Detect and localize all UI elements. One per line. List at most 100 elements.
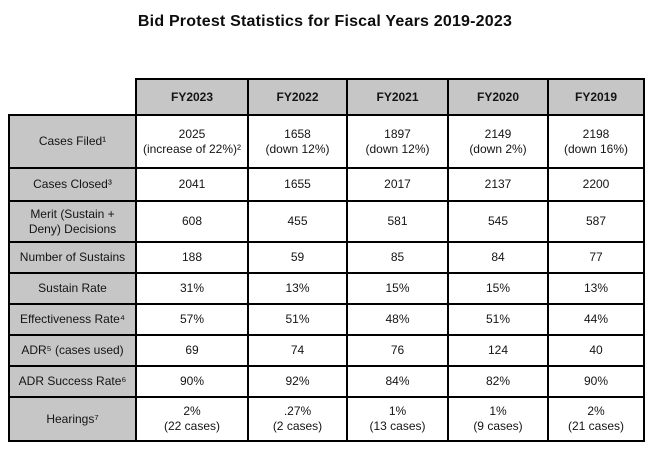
table-row-merit-decisions: Merit (Sustain + Deny) Decisions 608 455… xyxy=(8,200,645,243)
cell-value: 2017 xyxy=(384,177,411,191)
cell-value: 2198 xyxy=(582,126,610,141)
cell: 44% xyxy=(547,303,645,336)
cell: 581 xyxy=(346,200,449,243)
cell-value: 85 xyxy=(390,250,405,264)
page-title: Bid Protest Statistics for Fiscal Years … xyxy=(137,13,513,30)
cell: 1% (13 cases) xyxy=(346,396,449,442)
cell: 31% xyxy=(135,272,249,305)
cell: 2198 (down 16%) xyxy=(547,114,645,169)
cell-value: 82% xyxy=(485,374,511,388)
cell-value: 51% xyxy=(285,312,310,326)
cell: 1655 xyxy=(247,167,348,202)
cell: 2041 xyxy=(135,167,249,202)
cell: 2017 xyxy=(346,167,449,202)
cell: 2137 xyxy=(447,167,549,202)
cell: 51% xyxy=(247,303,348,336)
cell: 13% xyxy=(247,272,348,305)
cell: 15% xyxy=(346,272,449,305)
cell-value: 31% xyxy=(179,281,205,295)
cell-value: 48% xyxy=(385,312,410,326)
cell: 124 xyxy=(447,334,549,367)
cell: 455 xyxy=(247,200,348,243)
cell-value: 545 xyxy=(487,214,509,228)
cell: 2% (21 cases) xyxy=(547,396,645,442)
column-header-fy2019: FY2019 xyxy=(547,78,645,116)
cell: 13% xyxy=(547,272,645,305)
table-row-cases-closed: Cases Closed³ 2041 1655 2017 2137 2200 xyxy=(8,167,645,202)
cell-value: .27% xyxy=(283,404,312,418)
cell-value: 188 xyxy=(181,250,203,264)
row-label-adr-success-rate: ADR Success Rate⁶ xyxy=(8,365,137,398)
cell: 82% xyxy=(447,365,549,398)
cell: 48% xyxy=(346,303,449,336)
cell: 74 xyxy=(247,334,348,367)
cell-value: 1% xyxy=(388,404,407,418)
cell: 90% xyxy=(547,365,645,398)
cell-subtext: (9 cases) xyxy=(473,419,523,433)
cell: 84% xyxy=(346,365,449,398)
cell: 1% (9 cases) xyxy=(447,396,549,442)
cell: 608 xyxy=(135,200,249,243)
cell-value: 1655 xyxy=(284,177,311,191)
cell-value: 15% xyxy=(385,281,410,295)
cell-value: 581 xyxy=(387,214,408,228)
cell-subtext: (down 2%) xyxy=(469,141,527,156)
cell: 2025 (increase of 22%)² xyxy=(135,114,249,169)
cell: 84 xyxy=(447,241,549,274)
cell-value: 608 xyxy=(181,214,203,228)
cell: 1897 (down 12%) xyxy=(346,114,449,169)
table-row-sustain-rate: Sustain Rate 31% 13% 15% 15% 13% xyxy=(8,272,645,305)
cell-value: 44% xyxy=(583,312,609,326)
cell-value: 2025 xyxy=(178,126,206,141)
cell-subtext: (down 16%) xyxy=(563,141,629,156)
row-label-effectiveness-rate: Effectiveness Rate⁴ xyxy=(8,303,137,336)
row-label-merit-decisions: Merit (Sustain + Deny) Decisions xyxy=(8,200,137,243)
cell-value: 1658 xyxy=(284,126,311,141)
cell: 51% xyxy=(447,303,549,336)
cell-value: 40 xyxy=(589,343,603,357)
cell-value: 57% xyxy=(179,312,205,326)
cell: 15% xyxy=(447,272,549,305)
column-header-fy2020: FY2020 xyxy=(447,78,549,116)
cell: 59 xyxy=(247,241,348,274)
cell-value: 2041 xyxy=(178,177,206,191)
cell: 2% (22 cases) xyxy=(135,396,249,442)
cell-value: 2200 xyxy=(582,177,610,191)
cell-subtext: (22 cases) xyxy=(163,419,221,433)
cell: 69 xyxy=(135,334,249,367)
cell-subtext: (down 12%) xyxy=(265,141,330,156)
cell-value: 124 xyxy=(487,343,509,357)
cell: 2200 xyxy=(547,167,645,202)
cell-value: 455 xyxy=(287,214,308,228)
cell-value: 74 xyxy=(290,343,305,357)
table-row-adr-cases-used: ADR⁵ (cases used) 69 74 76 124 40 xyxy=(8,334,645,367)
cell: 40 xyxy=(547,334,645,367)
cell-value: 84% xyxy=(385,374,410,388)
row-label-sustain-rate: Sustain Rate xyxy=(8,272,137,305)
cell: 77 xyxy=(547,241,645,274)
cell: 2149 (down 2%) xyxy=(447,114,549,169)
cell: .27% (2 cases) xyxy=(247,396,348,442)
cell-subtext: (2 cases) xyxy=(272,419,323,433)
cell-value: 90% xyxy=(179,374,205,388)
cell-value: 84 xyxy=(491,250,505,264)
cell: 188 xyxy=(135,241,249,274)
cell-value: 51% xyxy=(485,312,511,326)
cell-value: 15% xyxy=(485,281,511,295)
cell-value: 90% xyxy=(583,374,609,388)
column-header-fy2022: FY2022 xyxy=(247,78,348,116)
cell-value: 1897 xyxy=(384,126,411,141)
cell-subtext: (down 12%) xyxy=(365,141,430,156)
table-row-adr-success-rate: ADR Success Rate⁶ 90% 92% 84% 82% 90% xyxy=(8,365,645,398)
cell-value: 76 xyxy=(390,343,405,357)
cell: 85 xyxy=(346,241,449,274)
header-row: FY2023 FY2022 FY2021 FY2020 FY2019 xyxy=(9,78,645,116)
row-label-cases-filed: Cases Filed¹ xyxy=(8,114,137,169)
cell-value: 69 xyxy=(185,343,199,357)
cell-subtext: (increase of 22%)² xyxy=(142,141,242,156)
corner-cell xyxy=(9,79,136,115)
column-header-fy2021: FY2021 xyxy=(346,78,449,116)
table-row-hearings: Hearings⁷ 2% (22 cases) .27% (2 cases) 1%(… xyxy=(8,396,645,442)
cell-value: 2149 xyxy=(484,126,512,141)
